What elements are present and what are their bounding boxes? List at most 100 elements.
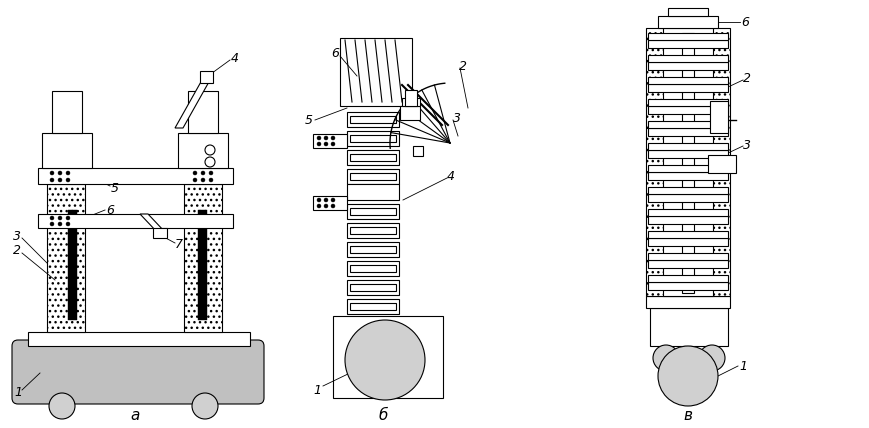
Circle shape [50,216,54,220]
Bar [313,134,347,148]
Bar [647,106,727,114]
Bar [649,308,727,346]
Circle shape [58,171,62,175]
Bar [313,196,347,210]
FancyBboxPatch shape [12,340,263,404]
Bar [347,184,399,200]
Bar [667,8,707,16]
Polygon shape [140,214,165,232]
Bar [349,135,395,142]
Bar [647,33,727,40]
Circle shape [323,198,328,202]
Bar [707,155,735,173]
Bar [662,28,713,296]
Bar [153,228,167,238]
Circle shape [330,142,335,146]
Bar [400,106,420,120]
Bar [646,28,729,296]
Circle shape [58,216,62,220]
Bar [347,204,399,219]
Bar [347,169,399,184]
Bar [647,216,727,224]
Circle shape [316,136,321,140]
Text: 4: 4 [447,169,454,182]
Bar [401,98,420,106]
Text: 7: 7 [175,238,182,252]
Bar [647,40,727,48]
Circle shape [205,145,215,155]
Circle shape [209,171,213,175]
Bar [647,260,727,268]
Circle shape [66,171,70,175]
Circle shape [205,157,215,167]
Text: в: в [683,408,692,423]
Bar [647,231,727,238]
Bar [347,261,399,276]
Circle shape [201,171,205,175]
Bar [647,121,727,128]
Bar [647,194,727,202]
Bar [340,38,412,106]
Text: 2: 2 [742,71,750,84]
Bar [349,116,395,123]
Bar [68,210,77,320]
Bar [349,208,395,215]
Bar [647,275,727,282]
Bar [347,242,399,257]
Bar [347,150,399,165]
Bar [647,282,727,290]
Circle shape [323,142,328,146]
Text: б: б [378,408,388,423]
Text: 5: 5 [111,181,119,194]
Circle shape [192,393,218,419]
Bar [413,146,422,156]
Circle shape [330,204,335,208]
Circle shape [193,178,196,182]
Bar [647,55,727,62]
Bar [647,62,727,70]
Bar [349,284,395,291]
Circle shape [209,178,213,182]
Circle shape [66,178,70,182]
Text: a: a [130,408,140,423]
Circle shape [201,178,205,182]
Bar [647,84,727,92]
Circle shape [653,345,678,371]
Circle shape [49,393,75,419]
Bar [178,133,228,168]
Circle shape [50,222,54,226]
Bar [52,91,82,133]
Circle shape [66,222,70,226]
Circle shape [193,171,196,175]
Text: 5: 5 [305,113,313,127]
Bar [333,316,442,398]
Circle shape [50,171,54,175]
Polygon shape [175,80,209,128]
Bar [183,184,222,332]
Circle shape [330,136,335,140]
Bar [347,223,399,238]
Bar [349,154,395,161]
Bar [405,90,416,106]
Circle shape [345,320,425,400]
Bar [647,77,727,84]
Circle shape [330,198,335,202]
Bar [647,253,727,260]
Text: 1: 1 [14,386,22,399]
Bar [647,165,727,172]
Bar [349,265,395,272]
Bar [188,91,218,133]
Bar [38,214,233,228]
Bar [647,238,727,246]
Bar [681,33,693,293]
Circle shape [323,204,328,208]
Bar [657,16,717,28]
Bar [647,150,727,158]
Bar [709,101,727,133]
Text: 1: 1 [738,360,746,372]
Circle shape [316,142,321,146]
Bar [349,246,395,253]
Text: 6: 6 [740,15,748,29]
Text: 3: 3 [13,229,21,243]
Bar [647,209,727,216]
